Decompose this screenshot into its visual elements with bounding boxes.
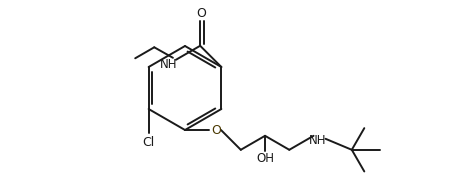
Text: NH: NH (160, 58, 177, 71)
Text: Cl: Cl (142, 136, 155, 149)
Text: O: O (197, 7, 207, 20)
Text: O: O (211, 124, 221, 137)
Text: OH: OH (256, 152, 274, 165)
Text: NH: NH (309, 134, 326, 147)
